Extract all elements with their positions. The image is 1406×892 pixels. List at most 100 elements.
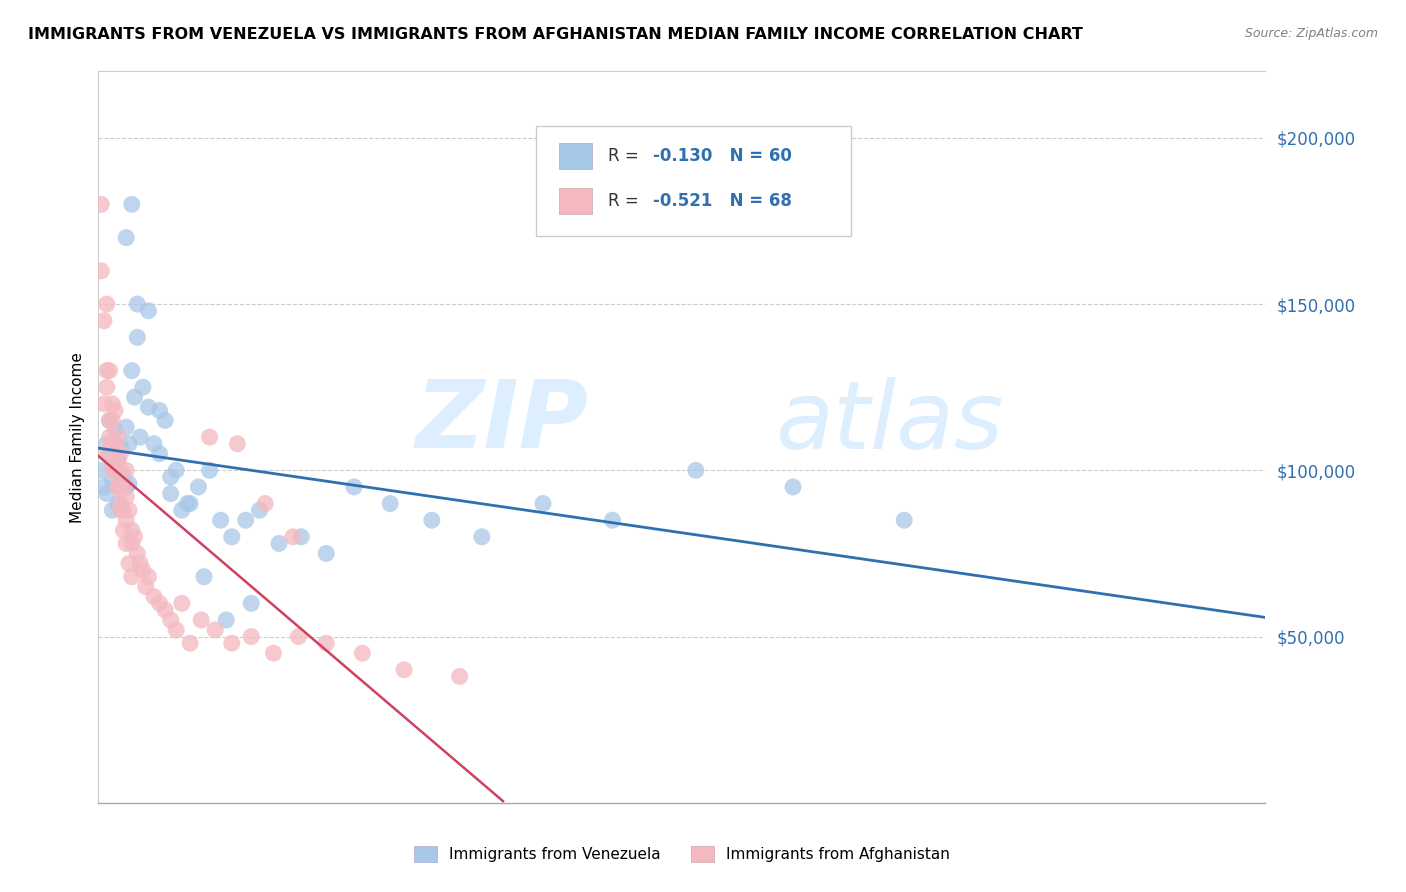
Point: [127, 546, 149, 560]
Point: [96, 380, 118, 394]
Point: [392, 663, 415, 677]
Point: [148, 403, 170, 417]
Point: [240, 630, 263, 644]
Point: [420, 513, 443, 527]
Point: [204, 623, 226, 637]
Point: [159, 470, 181, 484]
Point: [281, 530, 304, 544]
Point: [138, 303, 160, 318]
Point: [96, 436, 118, 450]
Point: [343, 480, 366, 494]
Point: [315, 546, 337, 560]
Point: [143, 590, 166, 604]
Point: [159, 613, 181, 627]
Point: [115, 513, 138, 527]
Point: [98, 413, 121, 427]
Point: [240, 596, 263, 610]
Point: [449, 669, 471, 683]
Point: [159, 486, 181, 500]
Point: [118, 557, 141, 571]
Point: [179, 497, 201, 511]
Point: [107, 453, 129, 467]
Point: [235, 513, 257, 527]
Point: [121, 523, 143, 537]
Point: [893, 513, 915, 527]
Point: [115, 480, 138, 494]
Point: [124, 530, 146, 544]
Point: [165, 623, 187, 637]
Text: atlas: atlas: [775, 377, 1004, 468]
Point: [118, 476, 141, 491]
Point: [107, 497, 129, 511]
Point: [93, 480, 115, 494]
Point: [118, 503, 141, 517]
Point: [107, 480, 129, 494]
Text: -0.521   N = 68: -0.521 N = 68: [652, 192, 792, 210]
Point: [115, 463, 138, 477]
Bar: [560, 144, 592, 169]
Point: [96, 297, 118, 311]
Point: [380, 497, 402, 511]
Legend: Immigrants from Venezuela, Immigrants from Afghanistan: Immigrants from Venezuela, Immigrants fr…: [408, 840, 956, 868]
Point: [198, 430, 221, 444]
Point: [96, 447, 118, 461]
Point: [782, 480, 804, 494]
Point: [98, 430, 121, 444]
Point: [101, 503, 124, 517]
Point: [104, 457, 127, 471]
Point: [226, 436, 249, 450]
Point: [221, 636, 243, 650]
Point: [110, 497, 132, 511]
Point: [143, 436, 166, 450]
Point: [290, 530, 312, 544]
Point: [107, 453, 129, 467]
Point: [176, 497, 198, 511]
Point: [107, 480, 129, 494]
Point: [124, 390, 146, 404]
Point: [602, 513, 624, 527]
Point: [104, 463, 127, 477]
Point: [193, 570, 215, 584]
Point: [190, 613, 212, 627]
Point: [110, 503, 132, 517]
Point: [112, 503, 135, 517]
Y-axis label: Median Family Income: Median Family Income: [69, 351, 84, 523]
Point: [98, 447, 121, 461]
Point: [209, 513, 232, 527]
Point: [104, 424, 127, 438]
Point: [115, 420, 138, 434]
Point: [254, 497, 277, 511]
Point: [96, 486, 118, 500]
Point: [138, 570, 160, 584]
Point: [101, 463, 124, 477]
Point: [249, 503, 271, 517]
Point: [98, 363, 121, 377]
Text: -0.130   N = 60: -0.130 N = 60: [652, 147, 792, 165]
Point: [90, 463, 112, 477]
Point: [153, 413, 176, 427]
Point: [110, 447, 132, 461]
Point: [101, 413, 124, 427]
Point: [187, 480, 209, 494]
Point: [121, 536, 143, 550]
Point: [179, 636, 201, 650]
Point: [531, 497, 554, 511]
Point: [287, 630, 309, 644]
Point: [107, 430, 129, 444]
Text: R =: R =: [609, 192, 644, 210]
Point: [262, 646, 284, 660]
Point: [112, 480, 135, 494]
Point: [138, 400, 160, 414]
Point: [101, 436, 124, 450]
Point: [98, 413, 121, 427]
Point: [121, 197, 143, 211]
Point: [110, 463, 132, 477]
Point: [127, 297, 149, 311]
Point: [132, 380, 155, 394]
Point: [352, 646, 374, 660]
Point: [90, 264, 112, 278]
Point: [115, 490, 138, 504]
Point: [101, 436, 124, 450]
Point: [153, 603, 176, 617]
Point: [96, 363, 118, 377]
